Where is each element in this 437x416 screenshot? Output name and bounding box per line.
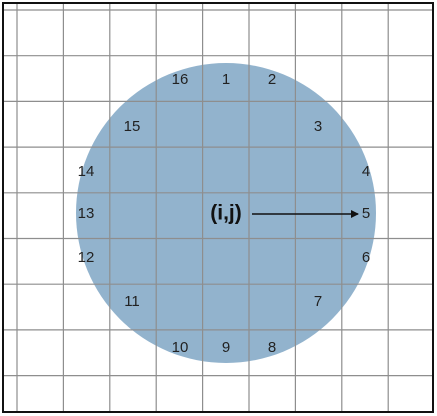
grid (3, 3, 433, 412)
node-label: 16 (172, 71, 189, 88)
node-label: 6 (362, 249, 370, 266)
neighborhood-circle (76, 63, 376, 363)
center-label: (i,j) (210, 202, 242, 225)
node-label: 5 (362, 205, 370, 222)
node-label: 15 (124, 118, 141, 135)
node-label: 1 (222, 71, 230, 88)
node-label: 8 (268, 339, 276, 356)
node-label: 7 (314, 293, 322, 310)
node-label: 2 (268, 71, 276, 88)
node-label: 13 (78, 205, 95, 222)
node-label: 11 (124, 293, 140, 310)
node-label: 3 (314, 118, 322, 135)
frame (2, 2, 434, 413)
node-label: 10 (172, 339, 189, 356)
node-label: 12 (78, 249, 95, 266)
node-label: 4 (362, 163, 370, 180)
node-label: 14 (78, 163, 95, 180)
node-label: 9 (222, 339, 230, 356)
